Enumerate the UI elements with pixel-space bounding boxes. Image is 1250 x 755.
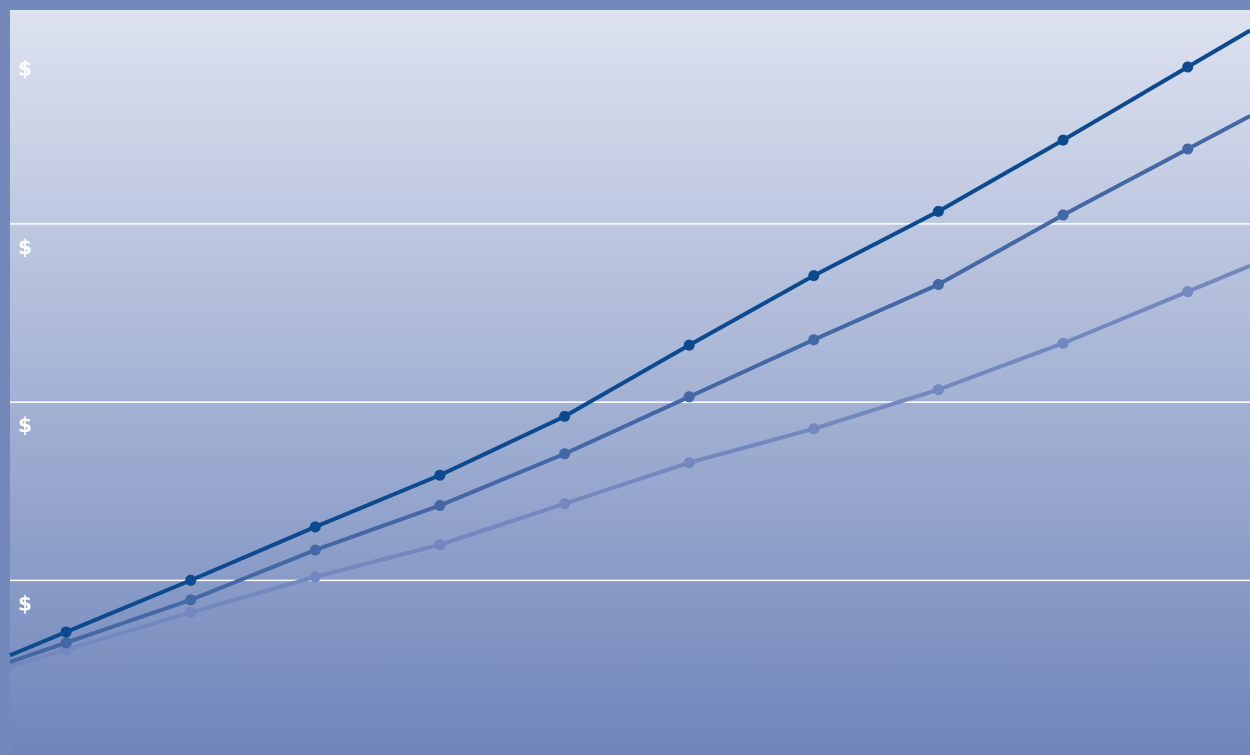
data-point: [808, 334, 820, 346]
data-point: [1057, 134, 1069, 146]
data-point: [932, 279, 944, 290]
data-point: [185, 606, 197, 618]
series-2: [9, 114, 1250, 664]
data-point: [309, 521, 321, 533]
y-tick-label: $: [18, 57, 32, 81]
series-3: [9, 263, 1250, 669]
data-point: [559, 448, 571, 460]
data-point: [309, 544, 321, 556]
data-point: [434, 500, 446, 511]
y-tick-label: $: [18, 591, 32, 615]
data-point: [683, 391, 695, 403]
data-point: [1182, 286, 1194, 298]
plot-area: [10, 10, 1250, 755]
series-lines: [9, 28, 1250, 669]
data-point: [932, 384, 944, 396]
series-line: [9, 263, 1250, 669]
data-point: [60, 626, 72, 638]
series-line: [9, 28, 1250, 658]
data-point: [683, 457, 695, 469]
data-point: [434, 469, 446, 481]
y-tick-label: $: [18, 413, 32, 437]
data-point: [185, 574, 197, 586]
data-point: [808, 423, 820, 435]
y-tick-labels: $ $ $ $: [18, 57, 32, 616]
data-point: [683, 339, 695, 351]
data-point: [559, 410, 571, 422]
data-point: [1057, 337, 1069, 349]
data-point: [808, 270, 820, 282]
series-line: [9, 114, 1250, 664]
data-point: [434, 539, 446, 551]
data-point: [309, 571, 321, 583]
data-point: [1182, 143, 1194, 155]
data-point: [185, 594, 197, 606]
data-point: [932, 205, 944, 217]
data-point: [1057, 209, 1069, 221]
y-tick-label: $: [18, 235, 32, 259]
data-point: [60, 637, 72, 649]
data-point: [1182, 61, 1194, 73]
data-point: [559, 498, 571, 510]
series-1: [9, 28, 1250, 658]
